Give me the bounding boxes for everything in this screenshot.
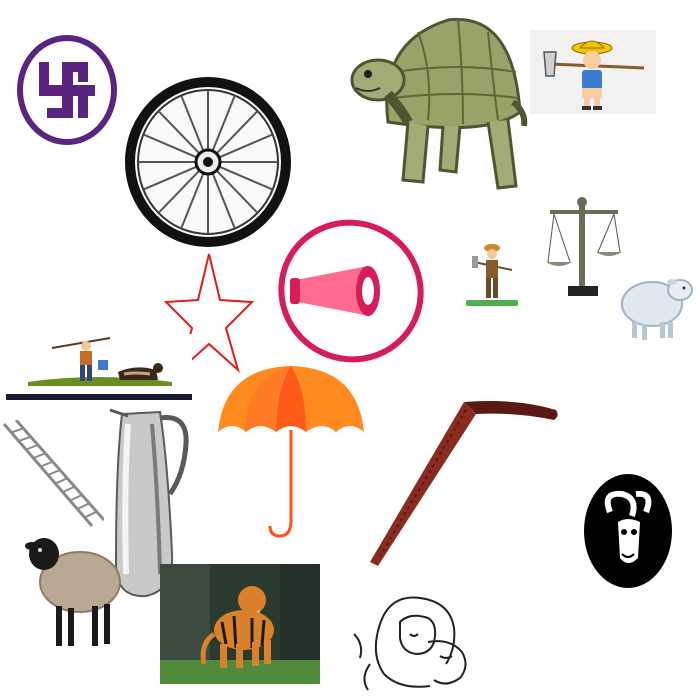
ram-head-symbol	[582, 472, 674, 590]
balance-scale	[546, 196, 622, 300]
walking-cane	[366, 396, 562, 570]
tortoise	[348, 2, 528, 196]
black-faced-sheep	[24, 530, 124, 652]
farmer-and-dog-banner	[6, 334, 192, 400]
megaphone-badge	[276, 218, 426, 364]
mother-child-sketch	[350, 594, 482, 694]
tiger-photo	[160, 564, 320, 684]
white-sheep	[620, 266, 694, 342]
red-star-outline	[164, 250, 254, 374]
umbrella	[214, 360, 368, 540]
farmer-with-hoe-card	[530, 30, 656, 114]
spoked-wheel	[124, 76, 292, 248]
ladder	[0, 420, 104, 532]
steel-jug	[102, 404, 192, 600]
swastika-symbol	[16, 34, 118, 146]
small-farmer	[464, 240, 520, 310]
